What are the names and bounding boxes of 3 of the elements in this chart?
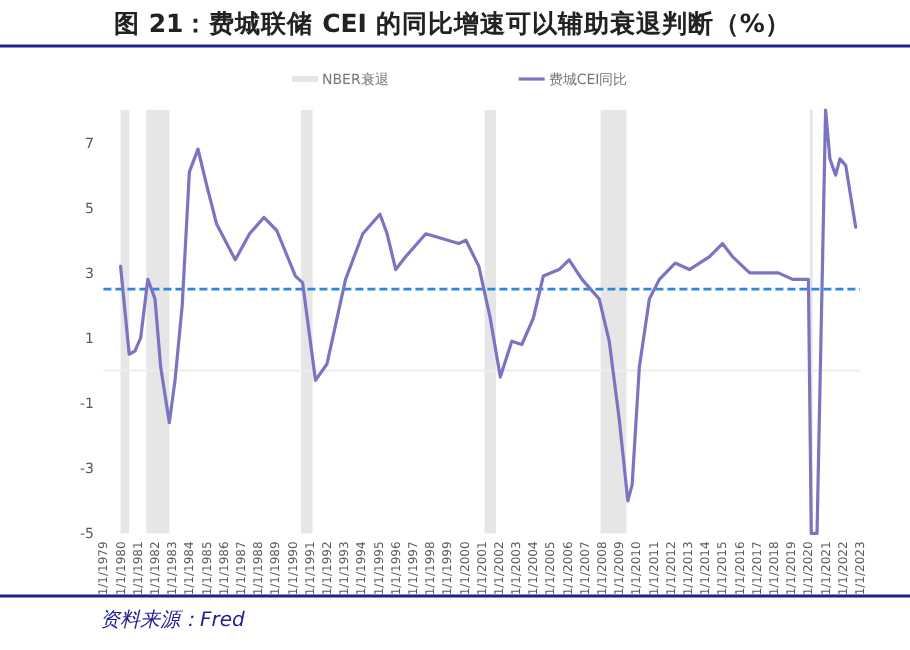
chart-title: 图 21：费城联储 CEI 的同比增速可以辅助衰退判断（%） [114,8,791,38]
line-series [119,108,858,535]
text: 资料来源：Fred [100,608,247,632]
